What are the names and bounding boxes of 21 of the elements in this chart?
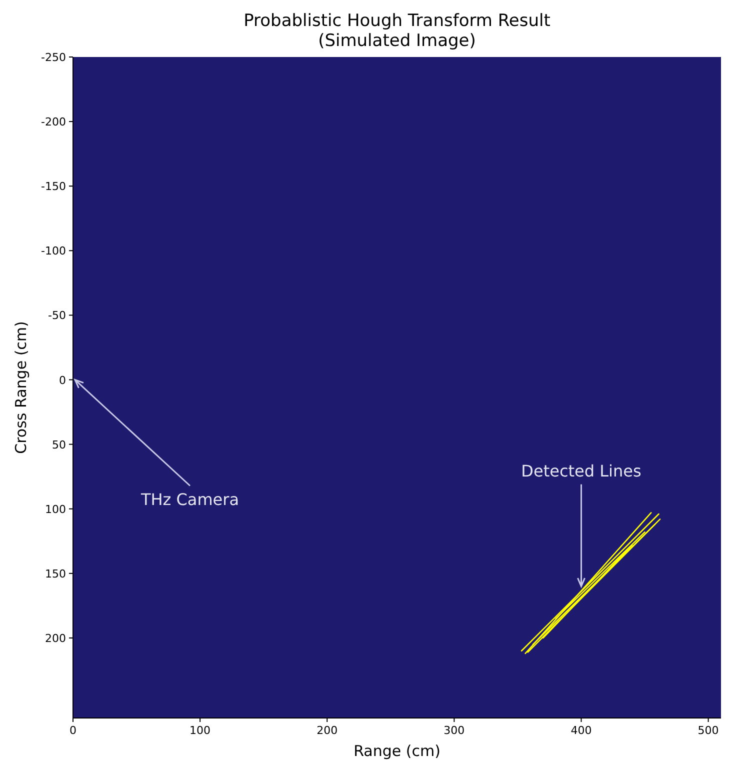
annotation: THz Camera [140, 490, 240, 509]
y-tick-label: 150 [45, 567, 66, 580]
y-tick-label: 50 [52, 438, 66, 452]
y-tick-label: -250 [41, 51, 66, 64]
x-axis-title: Range (cm) [354, 742, 440, 760]
y-tick-label: -150 [41, 180, 66, 194]
x-tick-label: 400 [570, 724, 592, 737]
y-tick-label: 100 [45, 502, 66, 516]
annotation: Detected Lines [521, 461, 642, 480]
y-tick-label: -50 [48, 309, 66, 322]
y-tick-label: -200 [41, 116, 66, 129]
chart-title: Probablistic Hough Transform Result (Simulated Image) [244, 11, 551, 51]
y-axis-title: Cross Range (cm) [12, 321, 30, 454]
x-tick-label: 500 [698, 724, 719, 737]
y-tick-label: 0 [59, 374, 66, 387]
y-tick-label: 200 [45, 632, 66, 645]
x-tick-label: 0 [70, 724, 76, 737]
x-tick-label: 100 [190, 724, 211, 737]
x-tick-label: 200 [316, 724, 338, 737]
x-tick-label: 300 [444, 724, 465, 737]
y-tick-label: -100 [41, 244, 66, 258]
